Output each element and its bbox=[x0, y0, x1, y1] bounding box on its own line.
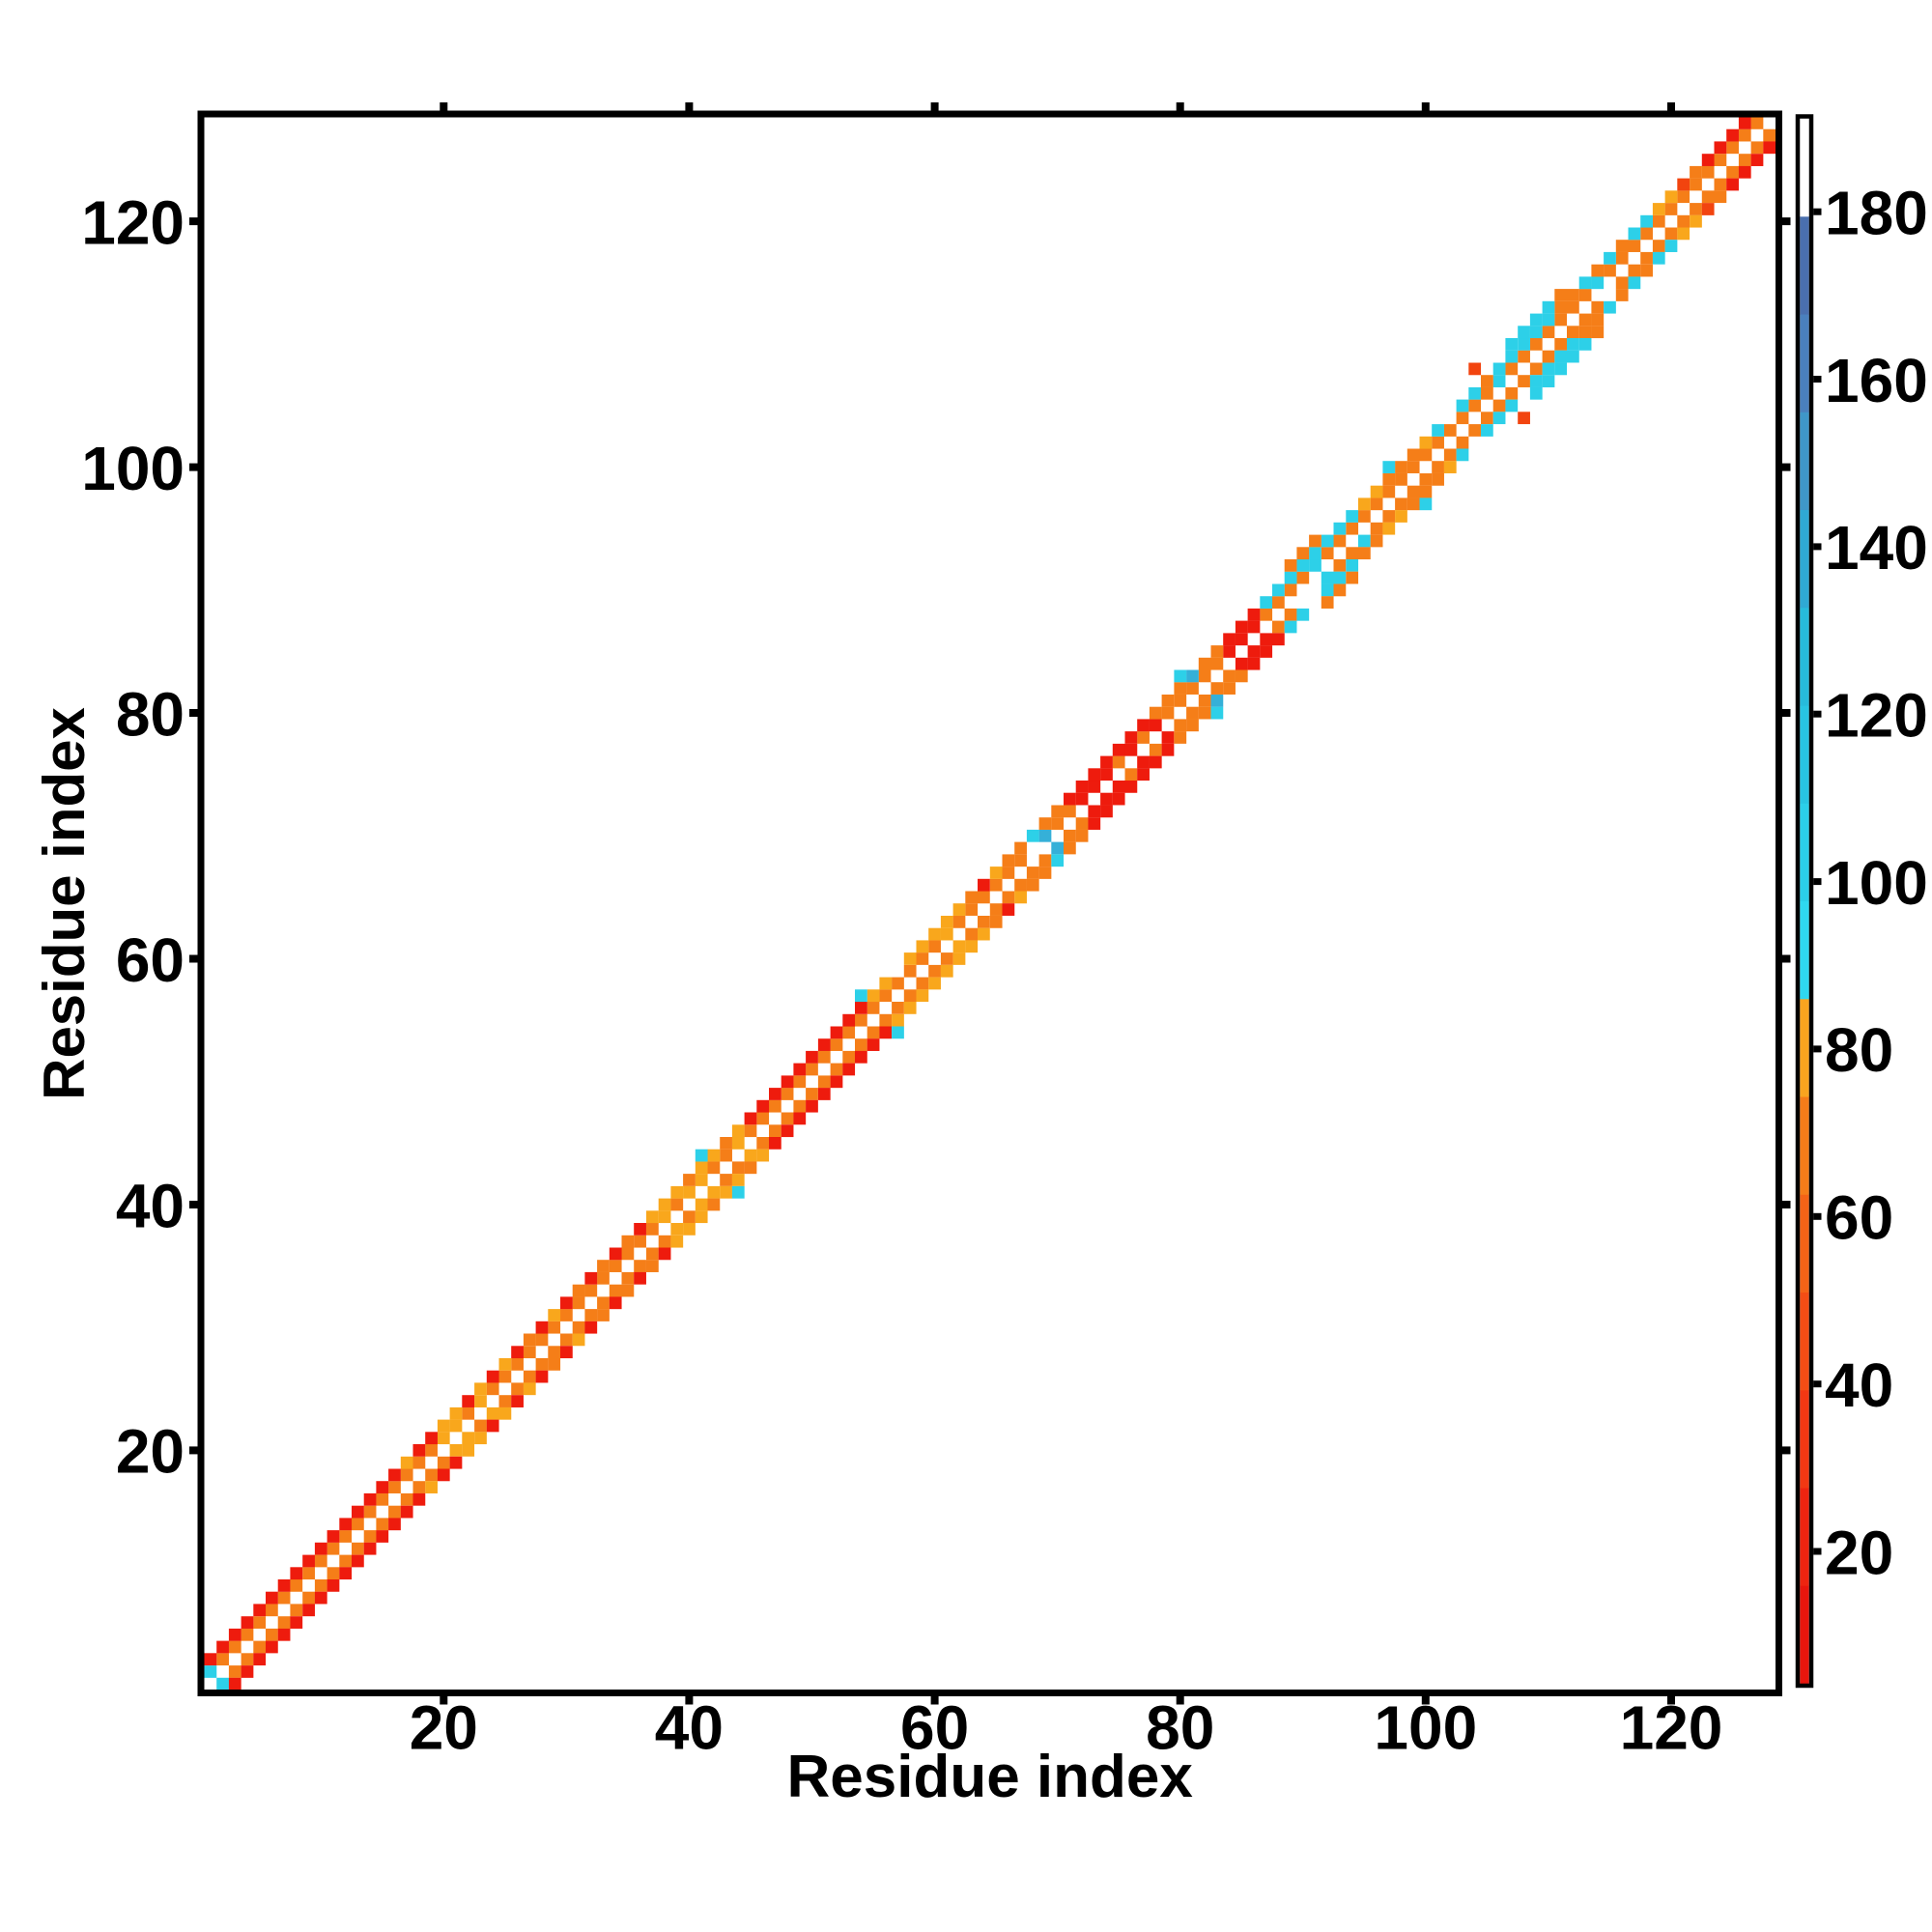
svg-text:60: 60 bbox=[900, 1693, 969, 1763]
svg-text:120: 120 bbox=[1620, 1693, 1723, 1763]
svg-text:20: 20 bbox=[1825, 1518, 1893, 1587]
svg-text:120: 120 bbox=[81, 187, 185, 257]
svg-text:100: 100 bbox=[81, 434, 185, 503]
svg-text:60: 60 bbox=[1825, 1183, 1893, 1253]
svg-text:20: 20 bbox=[116, 1417, 185, 1487]
svg-text:160: 160 bbox=[1825, 346, 1928, 415]
svg-text:100: 100 bbox=[1825, 848, 1928, 918]
svg-text:60: 60 bbox=[116, 925, 185, 995]
svg-text:80: 80 bbox=[1825, 1015, 1893, 1085]
svg-text:40: 40 bbox=[116, 1171, 185, 1240]
svg-text:80: 80 bbox=[1146, 1693, 1214, 1763]
svg-text:40: 40 bbox=[655, 1693, 724, 1763]
svg-text:Residue index: Residue index bbox=[32, 707, 97, 1100]
svg-text:Residue index: Residue index bbox=[787, 1744, 1194, 1810]
svg-text:100: 100 bbox=[1374, 1693, 1477, 1763]
svg-text:20: 20 bbox=[410, 1693, 478, 1763]
svg-text:120: 120 bbox=[1825, 681, 1928, 751]
svg-text:80: 80 bbox=[116, 679, 185, 749]
svg-text:40: 40 bbox=[1825, 1350, 1893, 1420]
svg-text:180: 180 bbox=[1825, 179, 1928, 248]
svg-text:140: 140 bbox=[1825, 513, 1928, 582]
